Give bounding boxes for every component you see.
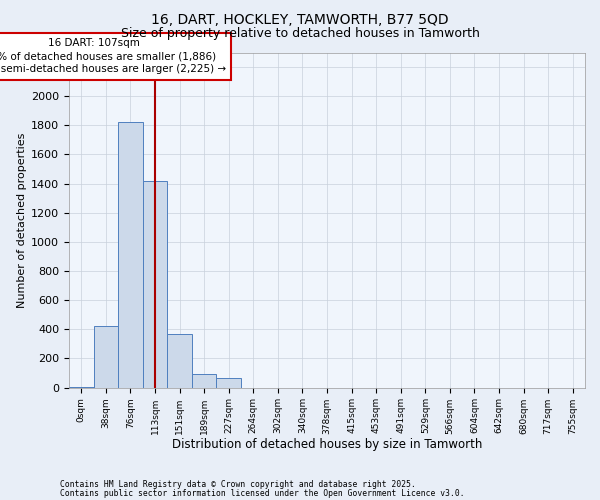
Bar	[94, 326, 118, 388]
Bar	[118, 122, 143, 388]
Bar	[192, 374, 217, 388]
Bar	[217, 378, 241, 388]
Y-axis label: Number of detached properties: Number of detached properties	[17, 132, 27, 308]
Bar	[69, 387, 94, 388]
Text: Contains public sector information licensed under the Open Government Licence v3: Contains public sector information licen…	[60, 488, 464, 498]
Bar	[167, 334, 192, 388]
Text: 16, DART, HOCKLEY, TAMWORTH, B77 5QD: 16, DART, HOCKLEY, TAMWORTH, B77 5QD	[151, 12, 449, 26]
X-axis label: Distribution of detached houses by size in Tamworth: Distribution of detached houses by size …	[172, 438, 482, 451]
Text: Contains HM Land Registry data © Crown copyright and database right 2025.: Contains HM Land Registry data © Crown c…	[60, 480, 416, 489]
Bar	[143, 180, 167, 388]
Text: 16 DART: 107sqm
← 45% of detached houses are smaller (1,886)
54% of semi-detache: 16 DART: 107sqm ← 45% of detached houses…	[0, 38, 226, 74]
Text: Size of property relative to detached houses in Tamworth: Size of property relative to detached ho…	[121, 28, 479, 40]
